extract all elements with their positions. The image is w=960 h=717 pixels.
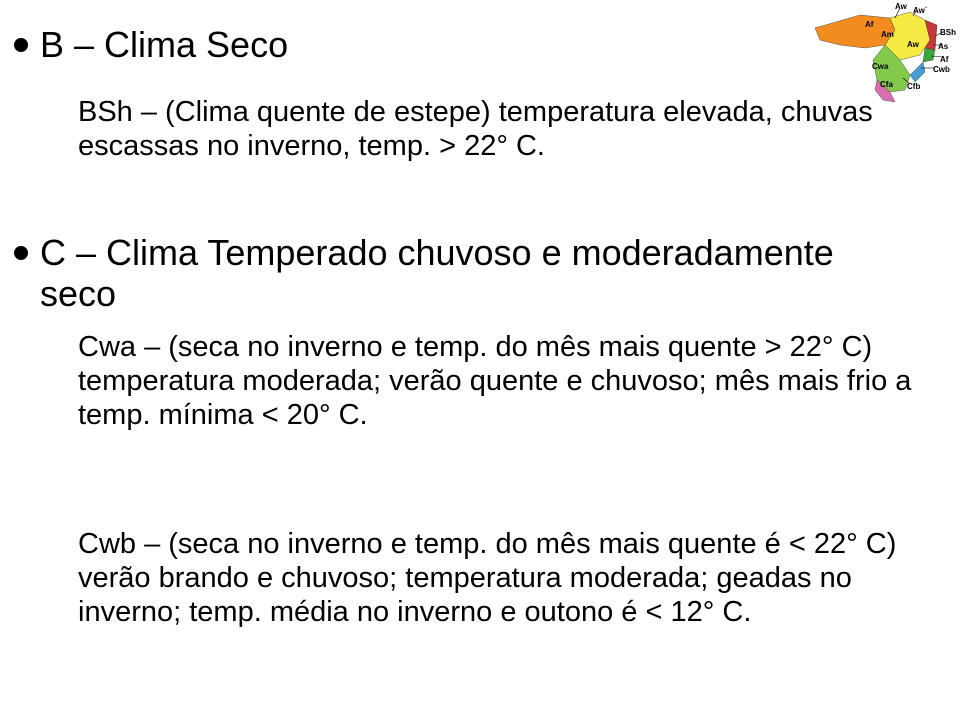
section-b-sub-text: BSh – (Clima quente de estepe) temperatu…	[78, 95, 898, 163]
map-label: Aw´	[913, 6, 928, 15]
section-b-sub: BSh – (Clima quente de estepe) temperatu…	[78, 95, 898, 163]
bullet-icon	[14, 38, 28, 52]
section-b-heading-block: B – Clima Seco	[14, 24, 794, 65]
map-label: Cwa	[872, 62, 888, 71]
section-c-cwa: Cwa – (seca no inverno e temp. do mês ma…	[78, 330, 933, 433]
map-label: Af	[865, 20, 873, 29]
slide: Aw Aw´ Af Am BSh Aw As Af Cwa Cwb Cfa Cfb B – Clima…	[0, 0, 960, 717]
map-label: Cfb	[907, 82, 920, 91]
section-c-cwb-text: Cwb – (seca no inverno e temp. do mês ma…	[78, 527, 933, 630]
map-label: Am	[881, 30, 894, 39]
bullet-icon	[14, 246, 28, 260]
map-region	[910, 62, 925, 82]
section-c-heading-block: C – Clima Temperado chuvoso e moderadame…	[14, 232, 914, 315]
section-c-heading: C – Clima Temperado chuvoso e moderadame…	[40, 232, 914, 315]
section-c-cwa-text: Cwa – (seca no inverno e temp. do mês ma…	[78, 330, 933, 433]
map-label: Aw	[907, 40, 919, 49]
section-b-heading: B – Clima Seco	[40, 24, 288, 65]
map-label: Af	[940, 55, 948, 64]
map-label: Cfa	[880, 80, 893, 89]
section-c-cwb: Cwb – (seca no inverno e temp. do mês ma…	[78, 527, 933, 630]
map-label: Cwb	[933, 65, 950, 74]
map-region	[923, 48, 935, 62]
map-label: Aw	[895, 2, 907, 11]
map-label: As	[938, 42, 948, 51]
map-label: BSh	[940, 28, 956, 37]
